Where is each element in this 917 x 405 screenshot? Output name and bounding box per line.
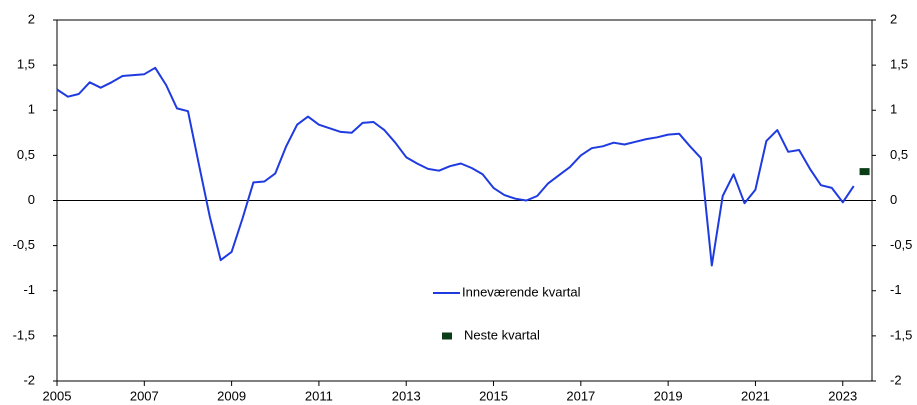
y2-tick-label: -0,5 bbox=[890, 237, 912, 252]
y2-tick-label: -1 bbox=[890, 282, 902, 297]
x-tick-label: 2005 bbox=[43, 388, 72, 403]
series-line bbox=[56, 66, 855, 267]
y2-tick-label: 2 bbox=[890, 11, 897, 26]
y-tick-label: -1,5 bbox=[13, 327, 35, 342]
y-tick-label: -1 bbox=[23, 282, 35, 297]
x-tick-label: 2023 bbox=[828, 388, 857, 403]
y-tick-label: 1,5 bbox=[17, 57, 35, 72]
marker bbox=[859, 168, 870, 176]
legend-label: Neste kvartal bbox=[464, 327, 540, 342]
y-tick-label: 1 bbox=[28, 102, 35, 117]
legend-marker bbox=[442, 332, 452, 340]
y2-tick-label: 1,5 bbox=[890, 57, 908, 72]
x-tick-label: 2009 bbox=[217, 388, 246, 403]
y-tick-label: -0,5 bbox=[13, 237, 35, 252]
y-tick-label: -2 bbox=[23, 372, 35, 387]
y-tick-label: 2 bbox=[28, 11, 35, 26]
y2-tick-label: 0,5 bbox=[890, 147, 908, 162]
x-tick-label: 2011 bbox=[305, 388, 333, 403]
x-tick-label: 2015 bbox=[479, 388, 508, 403]
y2-tick-label: 0 bbox=[890, 192, 897, 207]
x-tick-label: 2019 bbox=[654, 388, 683, 403]
y-tick-label: 0 bbox=[28, 192, 35, 207]
x-tick-label: 2007 bbox=[130, 388, 159, 403]
x-tick-label: 2017 bbox=[566, 388, 595, 403]
x-tick-label: 2013 bbox=[392, 388, 421, 403]
y2-tick-label: 1 bbox=[890, 102, 897, 117]
y-tick-label: 0,5 bbox=[17, 147, 35, 162]
y2-tick-label: -1,5 bbox=[890, 327, 912, 342]
x-tick-label: 2021 bbox=[741, 388, 770, 403]
y2-tick-label: -2 bbox=[890, 372, 902, 387]
legend-label: Inneværende kvartal bbox=[462, 284, 581, 299]
